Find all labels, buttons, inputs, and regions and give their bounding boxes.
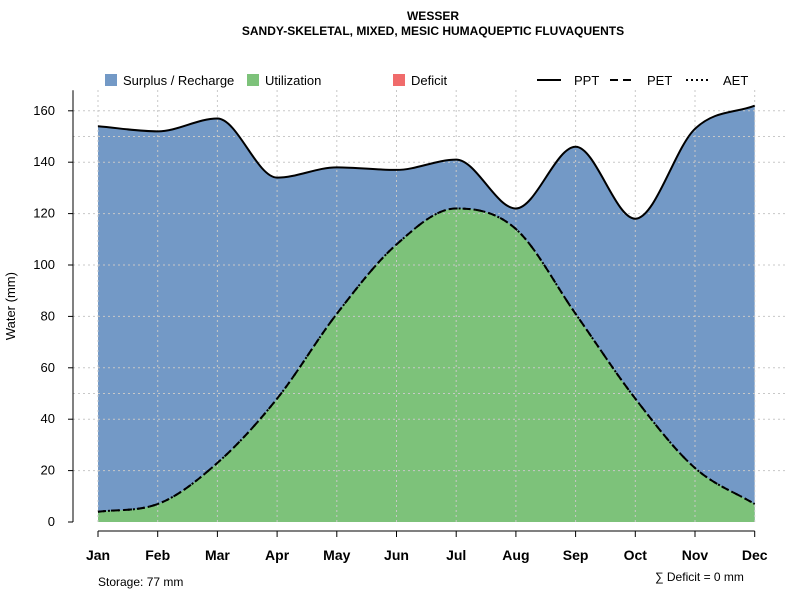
x-tick-label: Jun [384, 547, 409, 563]
y-tick-label: 100 [33, 257, 55, 272]
x-tick-label: Aug [502, 547, 529, 563]
x-tick-label: Jul [446, 547, 466, 563]
x-tick-label: Nov [682, 547, 709, 563]
x-tick-label: Oct [624, 547, 648, 563]
legend-label: PET [647, 73, 672, 88]
y-tick-label: 140 [33, 154, 55, 169]
utilization-area [98, 208, 755, 522]
legend-label: AET [723, 73, 748, 88]
y-tick-label: 160 [33, 103, 55, 118]
y-tick-label: 40 [41, 411, 55, 426]
legend-label: Utilization [265, 73, 321, 88]
x-tick-label: Mar [205, 547, 230, 563]
storage-label: Storage: 77 mm [98, 575, 184, 589]
legend-label: Deficit [411, 73, 448, 88]
ppt-line [97, 104, 756, 220]
y-tick-label: 80 [41, 308, 55, 323]
x-tick-label: Dec [742, 547, 768, 563]
y-tick-label: 120 [33, 206, 55, 221]
x-tick-label: Feb [145, 547, 170, 563]
chart-subtitle: SANDY-SKELETAL, MIXED, MESIC HUMAQUEPTIC… [241, 24, 625, 38]
legend-swatch [105, 74, 117, 86]
legend-swatch [247, 74, 259, 86]
x-tick-label: Sep [563, 547, 589, 563]
legend-swatch [393, 74, 405, 86]
deficit-summary: ∑ Deficit = 0 mm [655, 570, 744, 584]
y-tick-label: 60 [41, 360, 55, 375]
x-tick-label: Apr [265, 547, 290, 563]
y-axis-label: Water (mm) [3, 272, 18, 340]
pet-line [97, 207, 756, 513]
chart-title: WESSER [406, 9, 459, 23]
y-tick-label: 20 [41, 463, 55, 478]
x-tick-label: Jan [86, 547, 110, 563]
x-tick-label: May [323, 547, 350, 563]
legend-label: Surplus / Recharge [123, 73, 234, 88]
y-tick-label: 0 [48, 514, 55, 529]
legend-label: PPT [574, 73, 599, 88]
